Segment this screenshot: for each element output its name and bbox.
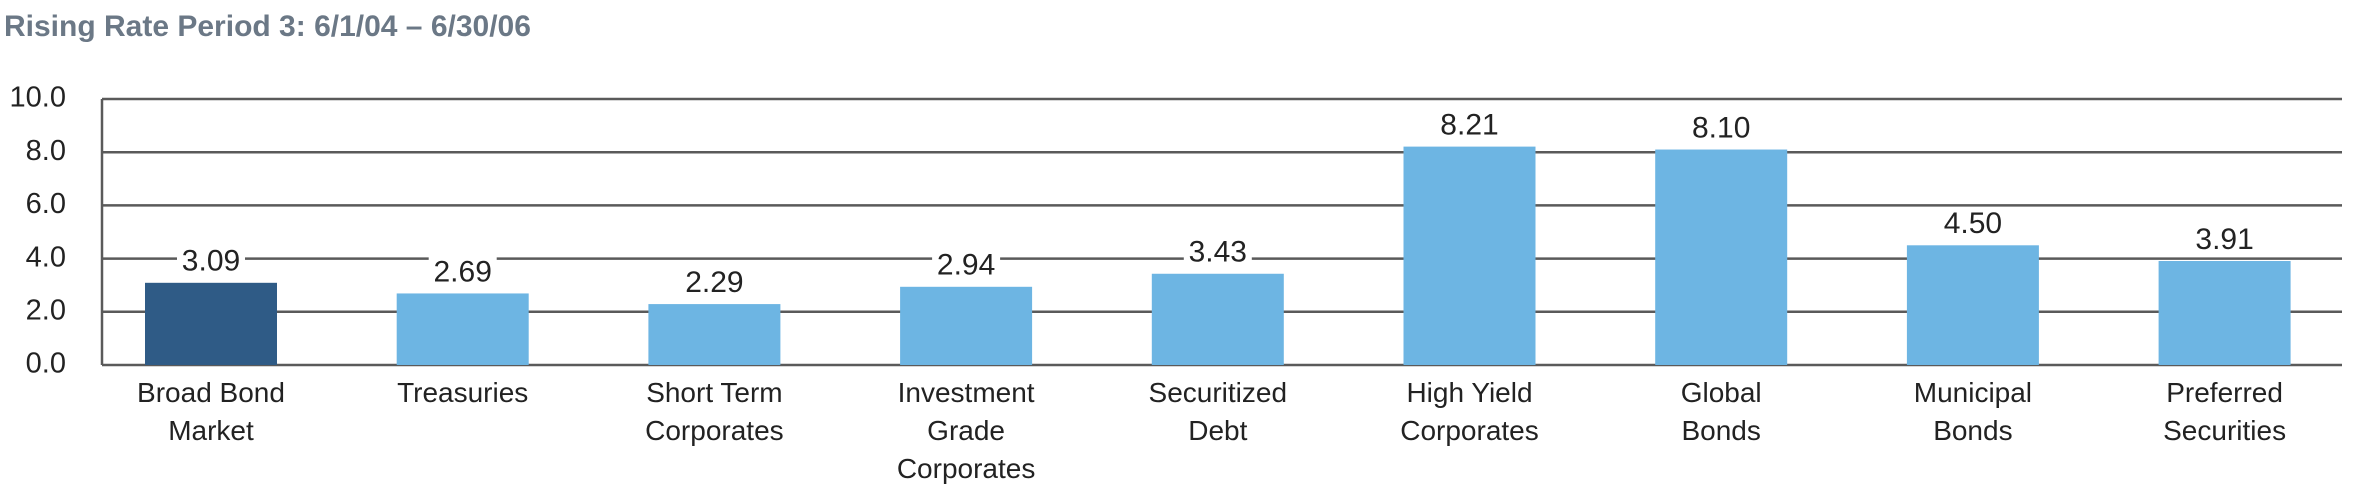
x-tick-line: High Yield xyxy=(1406,377,1532,408)
value-label: 8.10 xyxy=(1692,111,1750,144)
value-label-bg xyxy=(1687,112,1756,145)
x-tick-label: Preferred Securities xyxy=(2163,377,2286,446)
x-tick-line: Securities xyxy=(2163,415,2286,446)
x-tick-label: Global Bonds xyxy=(1681,377,1762,446)
x-tick-label: Broad Bond Market xyxy=(137,377,285,446)
value-label: 3.09 xyxy=(182,245,240,278)
x-tick-line: Corporates xyxy=(897,453,1036,484)
x-tick-line: Debt xyxy=(1188,415,1247,446)
y-tick-label: 0.0 xyxy=(26,348,66,380)
value-label-bg xyxy=(1183,236,1252,269)
y-tick-label: 6.0 xyxy=(26,188,66,220)
value-label: 8.21 xyxy=(1440,109,1498,142)
bar xyxy=(396,293,529,365)
x-tick-line: Global xyxy=(1681,377,1762,408)
x-tick-line: Treasuries xyxy=(397,377,528,408)
value-label-bg xyxy=(1435,109,1504,142)
x-tick-label: Treasuries xyxy=(397,377,528,408)
value-label: 3.43 xyxy=(1189,236,1247,269)
y-tick-label: 10.0 xyxy=(10,82,66,114)
bar xyxy=(2158,260,2291,365)
x-tick-label: Short Term Corporates xyxy=(645,377,784,446)
x-tick-line: Corporates xyxy=(645,415,784,446)
x-tick-line: Corporates xyxy=(1400,415,1539,446)
bar xyxy=(648,304,781,365)
value-label-bg xyxy=(1938,208,2007,241)
x-tick-line: Grade xyxy=(927,415,1005,446)
value-label: 2.29 xyxy=(685,266,743,299)
bar xyxy=(1655,149,1788,365)
x-tick-line: Investment xyxy=(898,377,1035,408)
chart-title: Rising Rate Period 3: 6/1/04 – 6/30/06 xyxy=(4,10,531,43)
x-tick-line: Bonds xyxy=(1681,415,1760,446)
x-tick-line: Municipal xyxy=(1914,377,2032,408)
value-label-bg xyxy=(177,245,245,278)
x-tick-label: Municipal Bonds xyxy=(1914,377,2032,446)
value-label: 2.69 xyxy=(434,255,492,288)
value-label-bg xyxy=(680,267,749,300)
x-tick-line: Broad Bond xyxy=(137,377,285,408)
value-label-bg xyxy=(428,256,497,289)
bar xyxy=(1151,273,1284,365)
y-tick-label: 2.0 xyxy=(26,294,66,326)
x-tick-line: Securitized xyxy=(1149,377,1288,408)
bar xyxy=(1403,146,1536,365)
y-tick-label: 4.0 xyxy=(26,241,66,273)
bar xyxy=(1906,245,2039,365)
x-tick-line: Market xyxy=(168,415,254,446)
x-tick-line: Preferred xyxy=(2166,377,2283,408)
value-label: 3.91 xyxy=(2195,223,2253,256)
x-tick-line: Short Term xyxy=(646,377,782,408)
y-tick-label: 8.0 xyxy=(26,135,66,167)
x-tick-label: Securitized Debt xyxy=(1149,377,1288,446)
value-label: 2.94 xyxy=(937,249,995,282)
x-tick-label: Investment Grade Corporates xyxy=(897,377,1036,484)
value-label-bg xyxy=(2190,223,2259,256)
value-label: 4.50 xyxy=(1944,207,2002,240)
value-label-bg xyxy=(932,249,1001,282)
bar xyxy=(900,286,1033,365)
x-tick-line: Bonds xyxy=(1933,415,2012,446)
x-tick-label: High Yield Corporates xyxy=(1400,377,1539,446)
bar xyxy=(145,282,277,365)
